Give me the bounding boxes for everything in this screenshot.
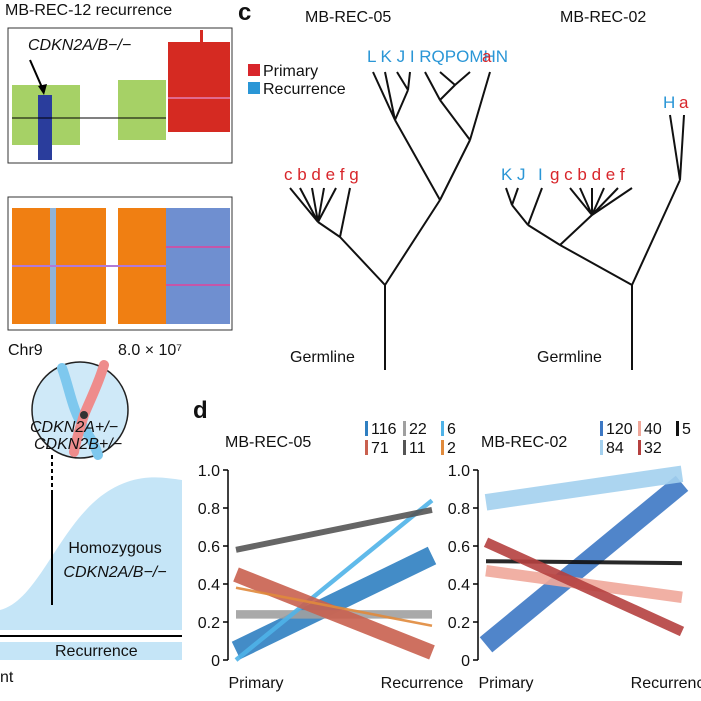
scatter-copy-number — [7, 27, 233, 164]
legend-swatch — [600, 421, 603, 436]
y-tick-label: 0.6 — [448, 539, 470, 556]
legend-label: Recurrence — [263, 81, 346, 98]
bar — [0, 642, 182, 660]
legend-swatch — [676, 421, 679, 436]
footer-label: nt — [0, 669, 14, 686]
legend-label: 71 — [371, 440, 389, 457]
legend-label: 5 — [682, 421, 691, 438]
root-label: Germline — [537, 349, 602, 366]
legend-swatch — [600, 440, 603, 455]
legend-swatch — [365, 421, 368, 436]
legend-swatch — [248, 82, 260, 94]
leaf-label: K J — [501, 165, 526, 184]
chart-title: MB-REC-05 — [225, 434, 311, 451]
area — [0, 477, 182, 630]
y-tick-label: 0.2 — [448, 615, 470, 632]
series-line — [233, 567, 435, 660]
leaf-label: a — [679, 93, 689, 112]
panel-title: MB-REC-12 recurrence — [5, 2, 172, 19]
area-label: CDKN2A/B−/− — [63, 564, 166, 581]
legend-label: 32 — [644, 440, 662, 457]
tree — [289, 71, 685, 370]
series-line — [235, 586, 433, 628]
root-label: Germline — [290, 349, 355, 366]
arrow-head — [38, 84, 47, 95]
legend-swatch — [365, 440, 368, 455]
series-line — [484, 465, 684, 511]
legend-swatch — [403, 421, 406, 436]
x-tick-label: Primary — [228, 675, 283, 692]
series-line — [234, 498, 434, 662]
centromere — [80, 411, 88, 419]
tree-title: MB-REC-05 — [305, 9, 391, 26]
chart-title: MB-REC-02 — [481, 434, 567, 451]
leaf-label: g c b d e f — [550, 165, 625, 184]
y-tick-label: 0.8 — [198, 501, 220, 518]
legend-label: 6 — [447, 421, 456, 438]
y-tick-label: 0 — [211, 653, 220, 670]
bar-label: Recurrence — [55, 643, 138, 660]
x-tick-label: Primary — [478, 675, 533, 692]
series-line — [483, 537, 685, 637]
y-tick-label: 0.8 — [448, 501, 470, 518]
legend-label: 11 — [409, 440, 426, 457]
y-tick-label: 1.0 — [448, 463, 470, 480]
legend-swatch — [441, 440, 444, 455]
area-label: Homozygous — [68, 540, 161, 557]
leaf-label: a — [482, 47, 492, 66]
legend-swatch — [638, 421, 641, 436]
y-tick-label: 1.0 — [198, 463, 220, 480]
legend-swatch — [638, 440, 641, 455]
x-label: 8.0 × 10⁷ — [118, 342, 182, 359]
x-tick-label: Recurrence — [631, 675, 701, 692]
tree-title: MB-REC-02 — [560, 9, 646, 26]
y-tick-label: 0.6 — [198, 539, 220, 556]
x-label: Chr9 — [8, 342, 43, 359]
legend-swatch — [403, 440, 406, 455]
legend-label: 120 — [606, 421, 633, 438]
scatter-baf — [7, 196, 233, 331]
gene-label: CDKN2A+/− — [30, 419, 118, 436]
legend-swatch — [441, 421, 444, 436]
legend-label: 22 — [409, 421, 427, 438]
legend-label: 84 — [606, 440, 624, 457]
leaf-label: c b d e f g — [284, 165, 359, 184]
panel-letter: c — [238, 0, 251, 26]
annotation: CDKN2A/B−/− — [28, 37, 131, 54]
leaf-label: L K J I RQPOMHN — [367, 47, 508, 66]
leaf-label: I — [538, 165, 543, 184]
series-line — [485, 559, 683, 566]
gene-label: CDKN2B+/− — [34, 436, 122, 453]
legend-label: 40 — [644, 421, 662, 438]
legend-label: Primary — [263, 63, 318, 80]
series-line — [235, 506, 433, 553]
y-tick-label: 0.2 — [198, 615, 220, 632]
legend-swatch — [248, 64, 260, 76]
x-tick-label: Recurrence — [381, 675, 464, 692]
panel-letter: d — [193, 397, 208, 424]
leaf-label: H — [663, 93, 675, 112]
y-tick-label: 0 — [461, 653, 470, 670]
legend-label: 116 — [371, 421, 397, 438]
legend-label: 2 — [447, 440, 456, 457]
y-tick-label: 0.4 — [198, 577, 220, 594]
y-tick-label: 0.4 — [448, 577, 470, 594]
